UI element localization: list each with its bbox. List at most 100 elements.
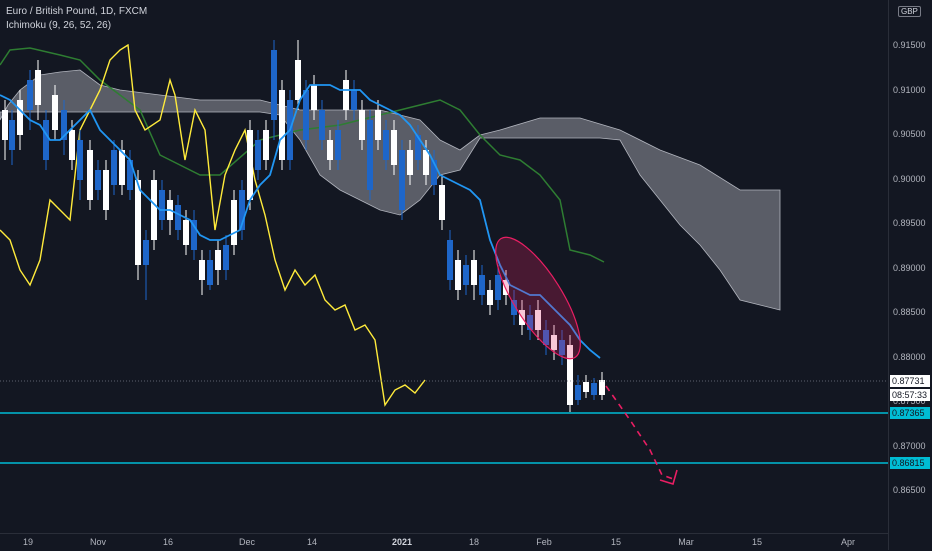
price-tick-label: 0.90000 (893, 174, 926, 184)
support-2-tag[interactable]: 0.86815 (890, 457, 930, 469)
candle-body (375, 110, 381, 140)
candle-body (199, 260, 205, 280)
candle-body (487, 290, 493, 305)
candle-body (247, 130, 253, 200)
candle-body (591, 383, 597, 395)
candle-body (431, 160, 437, 185)
candle-body (351, 90, 357, 110)
candle-body (335, 130, 341, 160)
candle-body (559, 340, 565, 355)
ichimoku-cloud (0, 69, 781, 311)
time-tick-label: Apr (840, 537, 856, 547)
time-tick-label: 15 (751, 537, 763, 547)
candle-body (231, 200, 237, 245)
candle-body (43, 120, 49, 160)
candle-body (151, 180, 157, 240)
candle-body (69, 130, 75, 160)
candle-body (279, 90, 285, 160)
candle-body (27, 80, 33, 110)
candle-body (575, 385, 581, 400)
candle-body (303, 90, 309, 140)
candle-body (52, 95, 58, 130)
candle-body (567, 345, 573, 405)
candle-body (463, 265, 469, 285)
candle-body (295, 60, 301, 100)
candle-body (183, 220, 189, 245)
price-tick-label: 0.88500 (893, 307, 926, 317)
candle-body (111, 150, 117, 185)
candle-body (551, 335, 557, 350)
candle-body (35, 70, 41, 105)
price-tick-label: 0.91500 (893, 40, 926, 50)
candle-body (495, 275, 501, 300)
candle-body (103, 170, 109, 210)
currency-badge[interactable]: GBP (898, 6, 921, 17)
candle-body (207, 260, 213, 285)
candle-body (239, 190, 245, 230)
candle-body (319, 110, 325, 140)
price-tick-label: 0.89000 (893, 263, 926, 273)
time-axis[interactable] (0, 533, 888, 551)
time-tick-label: Feb (536, 537, 552, 547)
candle-body (327, 140, 333, 160)
candle-body (87, 150, 93, 200)
candle-body (77, 140, 83, 180)
symbol-legend[interactable]: Euro / British Pound, 1D, FXCM (6, 6, 148, 17)
time-tick-label: Nov (89, 537, 107, 547)
candle-body (95, 170, 101, 190)
countdown-tag: 08:57:33 (890, 389, 930, 401)
time-tick-label: 2021 (391, 537, 413, 547)
price-tick-label: 0.89500 (893, 218, 926, 228)
candle-body (127, 160, 133, 190)
time-tick-label: 14 (306, 537, 318, 547)
current-price-tag: 0.87731 (890, 375, 930, 387)
candle-body (367, 120, 373, 190)
time-tick-label: 19 (22, 537, 34, 547)
price-tick-label: 0.86500 (893, 485, 926, 495)
price-tick-label: 0.88000 (893, 352, 926, 362)
candle-body (215, 250, 221, 270)
price-tick-label: 0.87500 (893, 396, 926, 406)
candle-body (535, 310, 541, 330)
candle-body (503, 280, 509, 295)
highlight-ellipse (495, 236, 581, 360)
candle-body (527, 315, 533, 330)
indicator-legend[interactable]: Ichimoku (9, 26, 52, 26) (6, 20, 112, 31)
candle-body (191, 220, 197, 250)
candle-body (511, 300, 517, 315)
candle-body (17, 100, 23, 135)
candle-body (2, 110, 8, 140)
candle-body (439, 185, 445, 220)
tenkan-line (0, 84, 601, 359)
candle-body (447, 240, 453, 280)
candle-body (479, 275, 485, 295)
candle-body (383, 130, 389, 160)
candle-body (175, 205, 181, 230)
candle-body (223, 245, 229, 270)
candle-body (423, 150, 429, 175)
support-1-tag[interactable]: 0.87365 (890, 407, 930, 419)
candle-body (543, 330, 549, 345)
candle-body (9, 120, 15, 150)
candle-body (159, 190, 165, 220)
candle-body (255, 140, 261, 170)
time-tick-label: 16 (162, 537, 174, 547)
candle-body (359, 110, 365, 140)
projection-arrow (605, 385, 677, 481)
time-tick-label: 15 (610, 537, 622, 547)
time-tick-label: 18 (468, 537, 480, 547)
candle-body (583, 382, 589, 392)
candle-body (271, 50, 277, 120)
price-tick-label: 0.91000 (893, 85, 926, 95)
price-chart[interactable] (0, 0, 888, 533)
candle-body (61, 110, 67, 140)
kijun-line (0, 47, 605, 263)
candle-body (343, 80, 349, 110)
time-tick-label: Dec (238, 537, 256, 547)
candle-body (599, 380, 605, 395)
price-tick-label: 0.87000 (893, 441, 926, 451)
price-tick-label: 0.90500 (893, 129, 926, 139)
candle-body (415, 135, 421, 160)
candle-body (311, 85, 317, 110)
candle-body (407, 150, 413, 175)
